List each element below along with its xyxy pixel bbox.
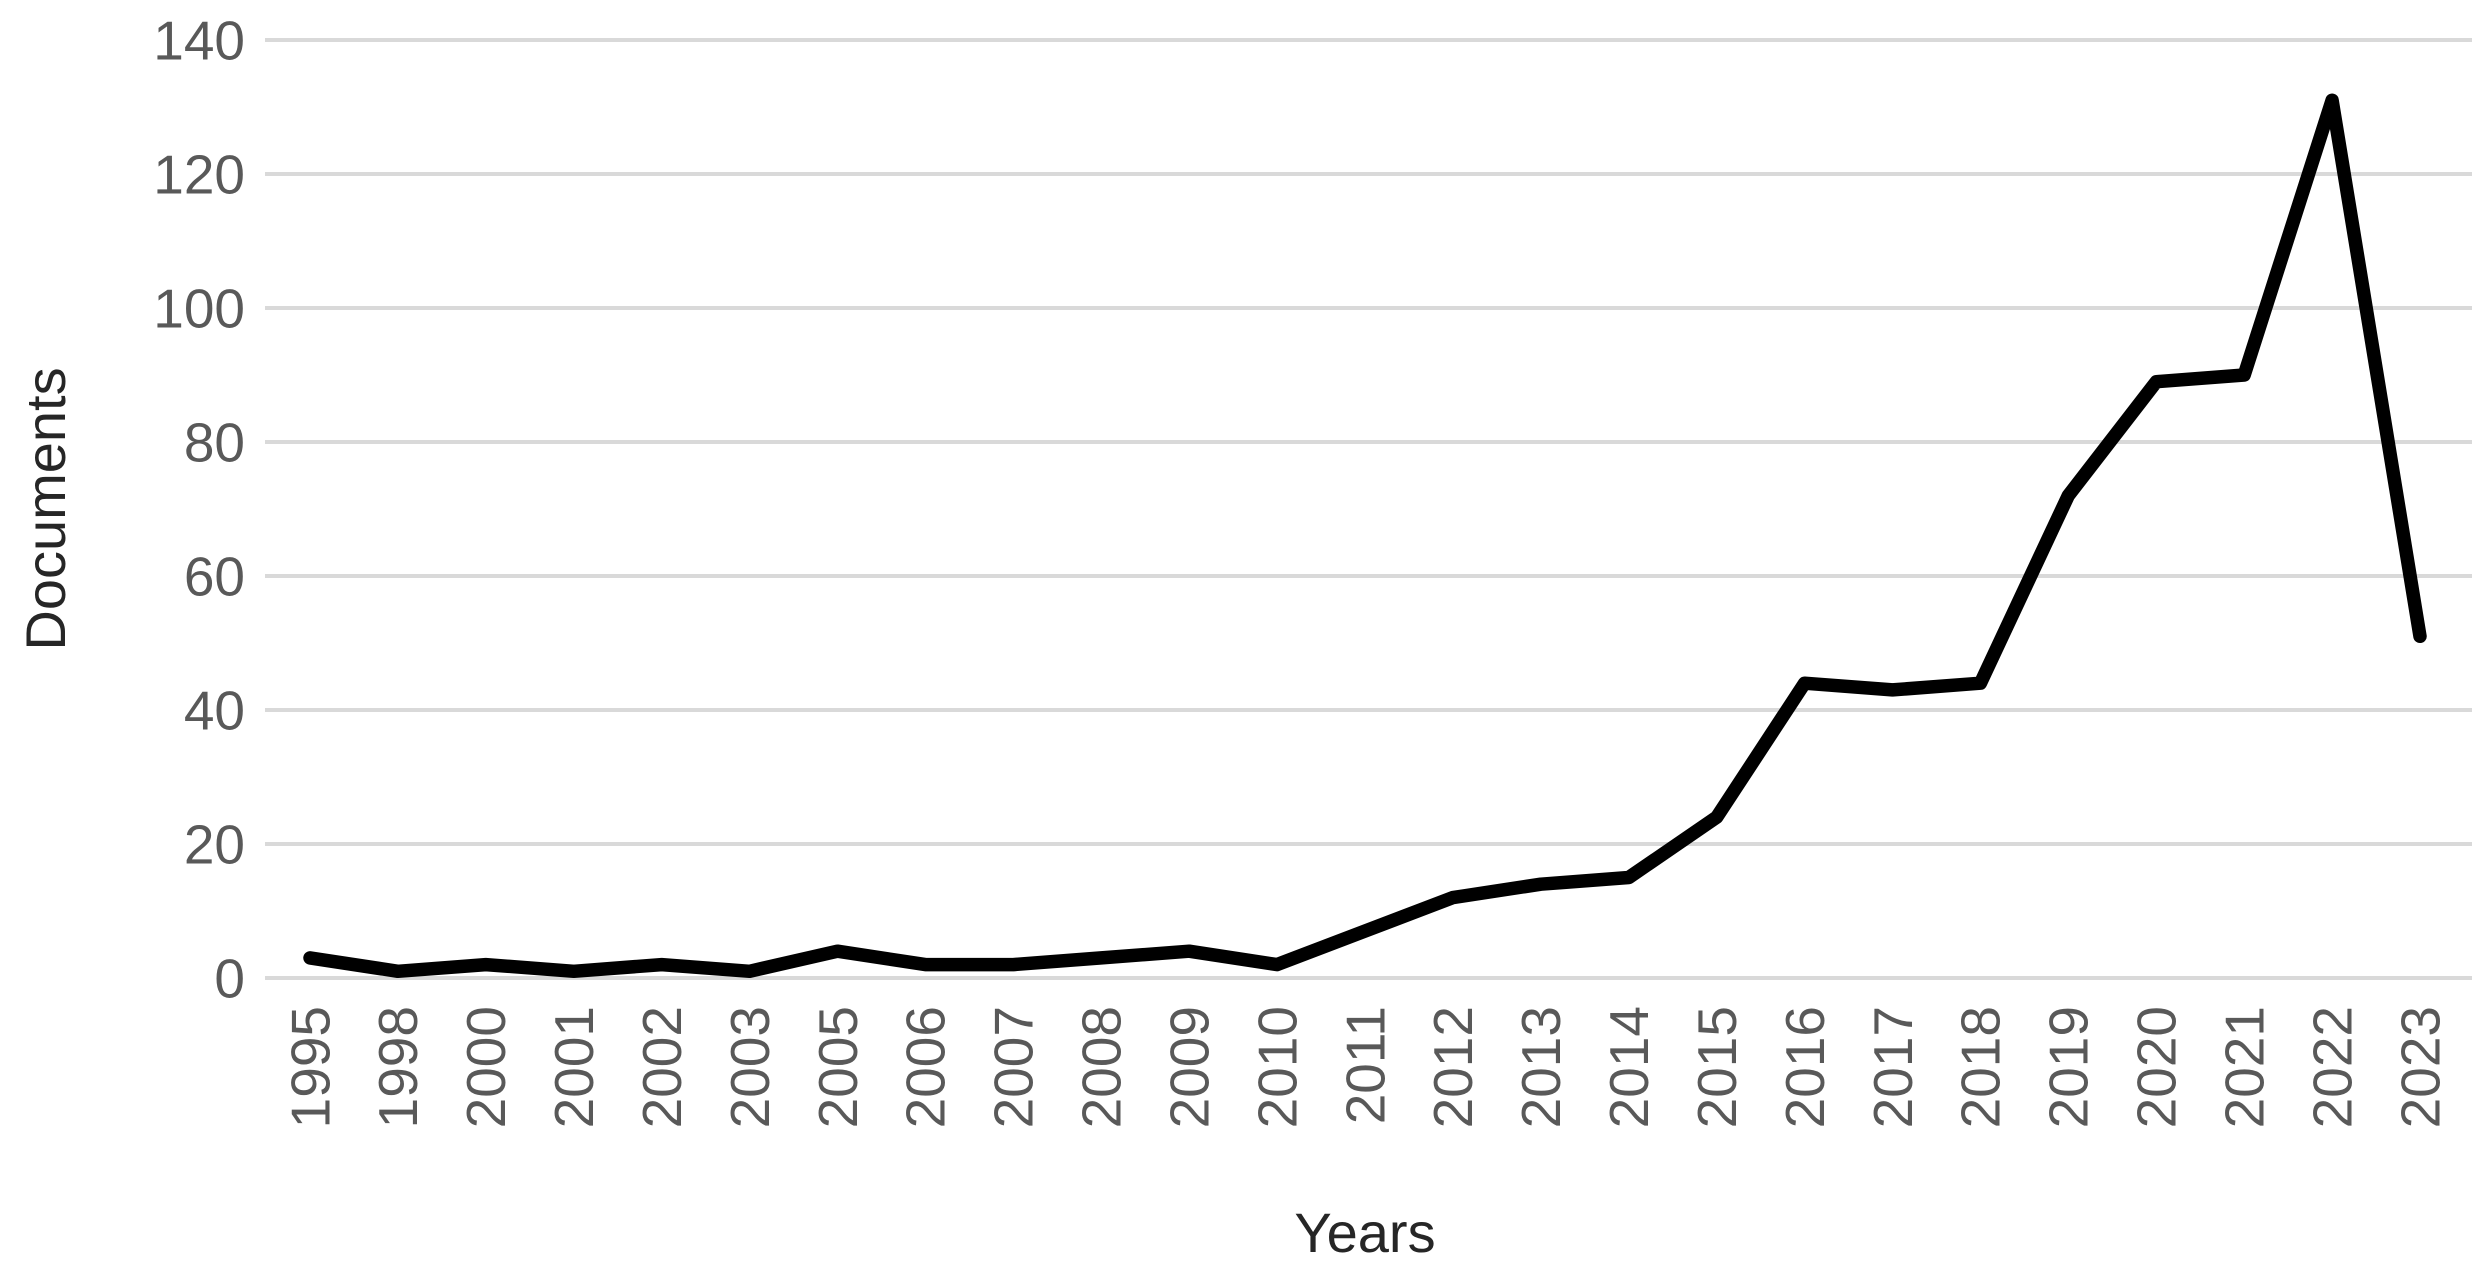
y-tick-label: 40 — [184, 679, 245, 741]
y-tick-label: 100 — [153, 277, 245, 339]
x-tick-label-2010: 2010 — [1246, 1006, 1308, 1128]
x-tick-label-1995: 1995 — [279, 1006, 341, 1128]
gridlines — [265, 38, 2472, 980]
y-tick-label: 120 — [153, 143, 245, 205]
documents-series-line — [303, 93, 2427, 979]
y-tick-label: 60 — [184, 545, 245, 607]
x-tick-label-2021: 2021 — [2213, 1006, 2275, 1128]
x-tick-label-2012: 2012 — [1422, 1006, 1484, 1128]
x-tick-label-2000: 2000 — [455, 1006, 517, 1128]
x-tick-label-1998: 1998 — [367, 1006, 429, 1128]
x-tick-label-2001: 2001 — [543, 1006, 605, 1128]
x-tick-label-2016: 2016 — [1774, 1006, 1836, 1128]
x-tick-label-2022: 2022 — [2301, 1006, 2363, 1128]
x-axis-tick-labels: 1995 1998 2000 2001 2002 2003 2005 2006 2007 2008… — [279, 1006, 2451, 1128]
x-tick-label-2017: 2017 — [1862, 1006, 1924, 1128]
x-tick-label-2018: 2018 — [1950, 1006, 2012, 1128]
x-tick-label-2020: 2020 — [2126, 1006, 2188, 1128]
y-tick-label: 140 — [153, 9, 245, 71]
x-tick-label-2011: 2011 — [1334, 1006, 1396, 1124]
x-tick-label-2002: 2002 — [631, 1006, 693, 1128]
x-tick-label-2009: 2009 — [1158, 1006, 1220, 1128]
y-tick-label: 0 — [214, 947, 245, 1009]
x-tick-label-2019: 2019 — [2038, 1006, 2100, 1128]
x-tick-label-2005: 2005 — [807, 1006, 869, 1128]
x-tick-label-2007: 2007 — [983, 1006, 1045, 1128]
x-tick-label-2014: 2014 — [1598, 1006, 1660, 1128]
y-axis-title: Documents — [14, 367, 77, 650]
x-tick-label-2003: 2003 — [719, 1006, 781, 1128]
x-tick-label-2006: 2006 — [895, 1006, 957, 1128]
x-tick-label-2015: 2015 — [1686, 1006, 1748, 1128]
y-tick-label: 20 — [184, 813, 245, 875]
y-tick-label: 80 — [184, 411, 245, 473]
y-axis-tick-labels: 0 20 40 60 80 100 120 140 — [153, 9, 245, 1009]
x-tick-label-2013: 2013 — [1510, 1006, 1572, 1128]
x-tick-label-2023: 2023 — [2389, 1006, 2451, 1128]
x-axis-title: Years — [1294, 1201, 1435, 1264]
x-tick-label-2008: 2008 — [1071, 1006, 1133, 1128]
